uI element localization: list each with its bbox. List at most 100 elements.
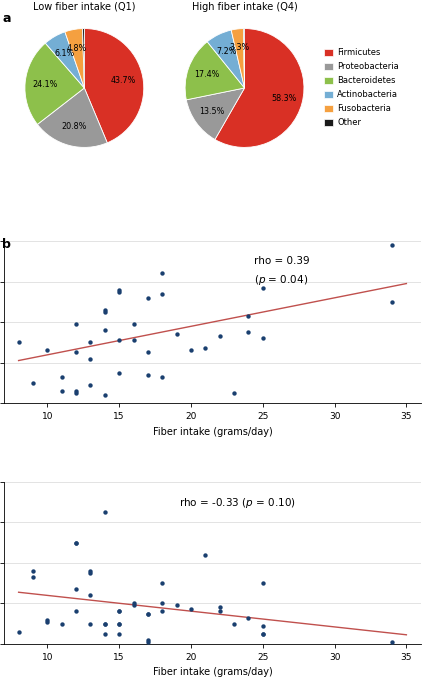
Point (73, 347, 79, 358)
Point (144, 608, 151, 619)
Point (58, 371, 65, 382)
Text: 58.3%: 58.3% (271, 94, 296, 103)
Point (216, 331, 223, 342)
Point (259, 628, 266, 639)
Point (58, 618, 65, 629)
Point (87, 566, 94, 577)
Point (15, 626, 22, 637)
Wedge shape (82, 29, 84, 88)
Point (245, 612, 252, 623)
Point (73, 537, 79, 548)
Wedge shape (186, 88, 244, 140)
Point (159, 371, 166, 382)
Title: Low fiber intake (Q1): Low fiber intake (Q1) (33, 1, 136, 12)
Point (159, 598, 166, 609)
Point (15, 337, 22, 348)
Point (159, 606, 166, 617)
Point (44, 345, 51, 356)
Point (102, 390, 108, 401)
Text: ($\it{p}$ = 0.04): ($\it{p}$ = 0.04) (254, 273, 308, 288)
Point (144, 634, 151, 645)
Wedge shape (65, 29, 84, 88)
Point (187, 345, 194, 356)
Point (245, 327, 252, 338)
Text: b: b (2, 238, 11, 251)
Point (144, 608, 151, 619)
Point (102, 304, 108, 315)
Wedge shape (185, 42, 244, 100)
Text: 7.2%: 7.2% (217, 47, 237, 56)
Point (30, 377, 37, 388)
Point (87, 337, 94, 348)
Point (130, 598, 137, 609)
Point (159, 577, 166, 588)
Point (87, 379, 94, 390)
X-axis label: Fiber intake (grams/day): Fiber intake (grams/day) (153, 427, 272, 436)
Point (173, 600, 180, 611)
Wedge shape (37, 88, 107, 147)
Text: rho = -0.33 ($\it{p}$ = 0.10): rho = -0.33 ($\it{p}$ = 0.10) (179, 497, 296, 510)
Title: High fiber intake (Q4): High fiber intake (Q4) (192, 1, 298, 12)
Point (259, 333, 266, 344)
Point (73, 584, 79, 595)
Point (144, 292, 151, 303)
Point (259, 282, 266, 293)
Point (87, 567, 94, 578)
Text: a: a (2, 12, 11, 25)
Point (144, 636, 151, 647)
X-axis label: Fiber intake (grams/day): Fiber intake (grams/day) (153, 667, 272, 677)
Point (388, 297, 395, 308)
Point (87, 590, 94, 601)
Point (116, 606, 122, 617)
Point (73, 319, 79, 329)
Point (202, 549, 209, 560)
Point (102, 325, 108, 336)
Point (116, 606, 122, 617)
Wedge shape (84, 29, 144, 142)
Text: 20.8%: 20.8% (62, 122, 87, 131)
Wedge shape (45, 32, 84, 88)
Point (388, 240, 395, 251)
Point (116, 286, 122, 297)
Point (116, 628, 122, 639)
Point (130, 319, 137, 329)
Point (73, 388, 79, 399)
Text: 24.1%: 24.1% (32, 79, 57, 88)
Text: 3.3%: 3.3% (230, 43, 250, 52)
Point (44, 616, 51, 627)
Wedge shape (207, 30, 244, 88)
Point (159, 268, 166, 279)
Point (73, 606, 79, 617)
Point (216, 602, 223, 613)
Point (73, 537, 79, 548)
Wedge shape (25, 43, 84, 125)
Point (30, 571, 37, 582)
Text: 17.4%: 17.4% (194, 70, 219, 79)
Point (102, 618, 108, 629)
Point (259, 628, 266, 639)
Point (116, 618, 122, 629)
Point (187, 604, 194, 615)
Point (245, 310, 252, 321)
Point (116, 367, 122, 378)
Point (102, 628, 108, 639)
Point (30, 566, 37, 577)
Point (102, 507, 108, 518)
Point (144, 369, 151, 380)
Point (73, 386, 79, 397)
Point (102, 618, 108, 629)
Point (202, 343, 209, 354)
Point (231, 618, 238, 629)
Text: 43.7%: 43.7% (110, 75, 136, 85)
Legend: Firmicutes, Proteobacteria, Bacteroidetes, Actinobacteria, Fusobacteria, Other: Firmicutes, Proteobacteria, Bacteroidete… (324, 49, 399, 127)
Point (102, 306, 108, 317)
Point (231, 388, 238, 399)
Point (173, 329, 180, 340)
Point (259, 620, 266, 631)
Text: 4.8%: 4.8% (67, 45, 87, 53)
Text: 13.5%: 13.5% (199, 107, 224, 116)
Point (159, 288, 166, 299)
Point (87, 618, 94, 629)
Point (388, 636, 395, 647)
Wedge shape (231, 29, 244, 88)
